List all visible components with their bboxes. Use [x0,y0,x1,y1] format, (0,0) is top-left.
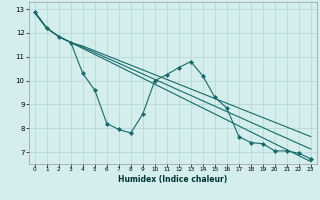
X-axis label: Humidex (Indice chaleur): Humidex (Indice chaleur) [118,175,228,184]
